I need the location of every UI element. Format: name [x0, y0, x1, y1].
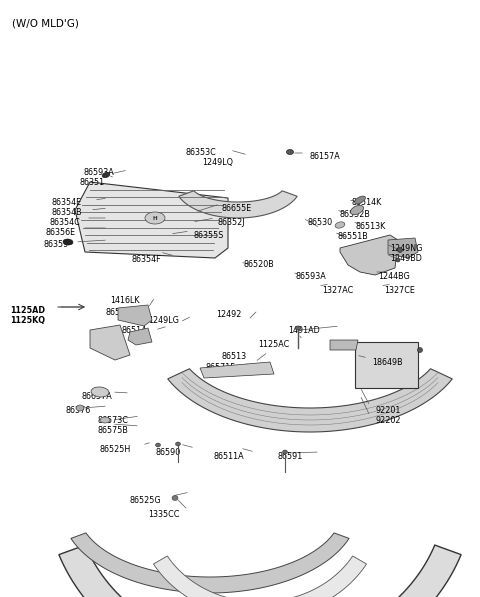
Ellipse shape	[100, 417, 110, 423]
Polygon shape	[388, 238, 418, 258]
Text: 86354B: 86354B	[52, 208, 83, 217]
Ellipse shape	[63, 239, 73, 245]
Polygon shape	[168, 369, 452, 432]
Text: 86356E: 86356E	[46, 228, 76, 237]
Text: 1491AD: 1491AD	[288, 326, 320, 335]
Ellipse shape	[176, 442, 180, 446]
Polygon shape	[330, 340, 358, 350]
Ellipse shape	[91, 387, 109, 397]
Text: 86552B: 86552B	[340, 210, 371, 219]
Text: 86525H: 86525H	[100, 445, 131, 454]
Text: 86593A: 86593A	[296, 272, 327, 281]
Text: (W/O MLD'G): (W/O MLD'G)	[12, 18, 79, 28]
Text: 86355S: 86355S	[194, 231, 224, 240]
Ellipse shape	[102, 173, 110, 178]
Text: 86353C: 86353C	[185, 148, 216, 157]
Ellipse shape	[295, 326, 301, 330]
Polygon shape	[75, 182, 228, 258]
Text: 86354F: 86354F	[132, 255, 162, 264]
Text: 1335CC: 1335CC	[148, 510, 180, 519]
Text: 86551B: 86551B	[338, 232, 369, 241]
Text: 86571F: 86571F	[205, 363, 235, 372]
Polygon shape	[59, 545, 461, 597]
Polygon shape	[340, 235, 398, 275]
Polygon shape	[118, 305, 152, 326]
Text: 1249NG: 1249NG	[390, 244, 422, 253]
Text: 18649B: 18649B	[372, 358, 403, 367]
Polygon shape	[154, 556, 367, 597]
Polygon shape	[179, 191, 297, 218]
Ellipse shape	[396, 258, 400, 262]
Ellipse shape	[145, 212, 165, 224]
Text: 86514: 86514	[122, 326, 147, 335]
Text: 86513: 86513	[222, 352, 247, 361]
Text: 12492: 12492	[216, 310, 241, 319]
Ellipse shape	[350, 205, 363, 215]
Text: 86513K: 86513K	[356, 222, 386, 231]
Ellipse shape	[172, 496, 178, 500]
Text: 86511A: 86511A	[214, 452, 245, 461]
Text: 86520B: 86520B	[244, 260, 275, 269]
Polygon shape	[128, 328, 152, 345]
Ellipse shape	[355, 196, 365, 204]
Text: 86657A: 86657A	[82, 392, 113, 401]
Ellipse shape	[397, 248, 403, 253]
Text: 86351: 86351	[79, 178, 104, 187]
Text: 92201: 92201	[376, 406, 401, 415]
Ellipse shape	[283, 450, 288, 454]
Text: 86593A: 86593A	[83, 168, 114, 177]
Text: 1244BG: 1244BG	[378, 272, 410, 281]
Ellipse shape	[335, 222, 345, 228]
Text: 86352J: 86352J	[218, 218, 245, 227]
Polygon shape	[200, 362, 274, 378]
Text: 86530: 86530	[307, 218, 332, 227]
Text: 86655E: 86655E	[222, 204, 252, 213]
Text: 86157A: 86157A	[310, 152, 341, 161]
Text: 86576: 86576	[65, 406, 90, 415]
Text: 1416LK: 1416LK	[110, 296, 140, 305]
Text: 86573C: 86573C	[98, 416, 129, 425]
Text: 1327CE: 1327CE	[384, 286, 415, 295]
Text: 86514K: 86514K	[352, 198, 382, 207]
Text: 1125AD: 1125AD	[10, 306, 45, 315]
Text: 86359: 86359	[43, 240, 68, 249]
Polygon shape	[71, 533, 349, 593]
Text: 86590: 86590	[155, 448, 180, 457]
Text: 1327AC: 1327AC	[322, 286, 353, 295]
FancyBboxPatch shape	[355, 341, 418, 387]
Ellipse shape	[76, 405, 84, 411]
Text: 86354C: 86354C	[49, 218, 80, 227]
Text: 86575B: 86575B	[98, 426, 129, 435]
Polygon shape	[90, 325, 130, 360]
Text: 86591: 86591	[278, 452, 303, 461]
Text: 1125AC: 1125AC	[258, 340, 289, 349]
Text: H: H	[153, 216, 157, 220]
Ellipse shape	[156, 443, 160, 447]
Text: 1249LQ: 1249LQ	[202, 158, 233, 167]
Text: 92202: 92202	[376, 416, 401, 425]
Ellipse shape	[287, 149, 293, 155]
Text: 86572C: 86572C	[106, 308, 137, 317]
Text: 1249LG: 1249LG	[148, 316, 179, 325]
Text: 1125KQ: 1125KQ	[10, 316, 45, 325]
Text: 1249BD: 1249BD	[390, 254, 422, 263]
Ellipse shape	[418, 347, 422, 352]
Text: 86354E: 86354E	[52, 198, 82, 207]
Text: 86525G: 86525G	[130, 496, 162, 505]
